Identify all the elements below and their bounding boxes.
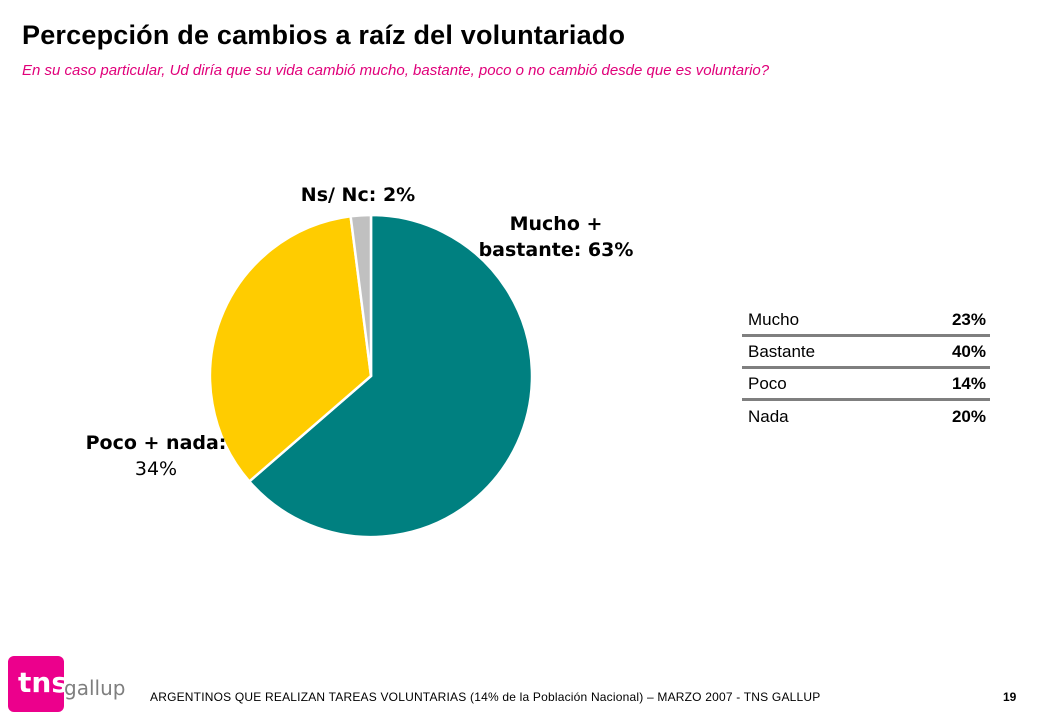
footer-text: ARGENTINOS QUE REALIZAN TAREAS VOLUNTARI…	[150, 690, 821, 704]
pie-label-nsnc: Ns/ Nc: 2%	[288, 182, 428, 208]
logo-brand: tns	[18, 666, 68, 699]
breakdown-table: Mucho 23% Bastante 40% Poco 14% Nada 20%	[742, 305, 990, 433]
breakdown-label: Nada	[748, 407, 789, 426]
breakdown-row: Bastante 40%	[742, 337, 990, 369]
pie-label-poco-nada: Poco + nada: 34%	[76, 430, 236, 482]
pie-label-poco-line1: Poco + nada:	[85, 432, 227, 454]
breakdown-row: Poco 14%	[742, 369, 990, 401]
breakdown-value: 14%	[951, 373, 986, 393]
breakdown-value: 23%	[951, 309, 986, 329]
breakdown-value: 40%	[951, 341, 986, 361]
pie-label-poco-line2: 34%	[134, 458, 178, 480]
breakdown-value: 20%	[951, 407, 986, 426]
breakdown-label: Poco	[748, 373, 787, 393]
pie-label-mucho-line1: Mucho +	[509, 213, 603, 235]
pie-label-mucho-line2: bastante: 63%	[478, 239, 634, 261]
pie-label-nsnc-text: Ns/ Nc: 2%	[300, 184, 416, 206]
pie-slice-mucho-bastante	[247, 213, 534, 539]
breakdown-row: Mucho 23%	[742, 305, 990, 337]
breakdown-label: Mucho	[748, 309, 800, 329]
pie-slice-poco-nada	[208, 214, 373, 484]
breakdown-row: Nada 20%	[742, 401, 990, 433]
page-subtitle: En su caso particular, Ud diría que su v…	[22, 62, 770, 79]
page-title: Percepción de cambios a raíz del volunta…	[22, 20, 626, 50]
logo-mark: tns	[8, 656, 68, 712]
logo-sub: gallup	[64, 676, 126, 700]
breakdown-label: Bastante	[748, 341, 816, 361]
pie-label-mucho-bastante: Mucho + bastante: 63%	[476, 211, 636, 263]
pie-slice-nsnc	[349, 213, 373, 377]
tns-gallup-logo: tns gallup	[8, 656, 125, 712]
page-number: 19	[1003, 690, 1017, 704]
